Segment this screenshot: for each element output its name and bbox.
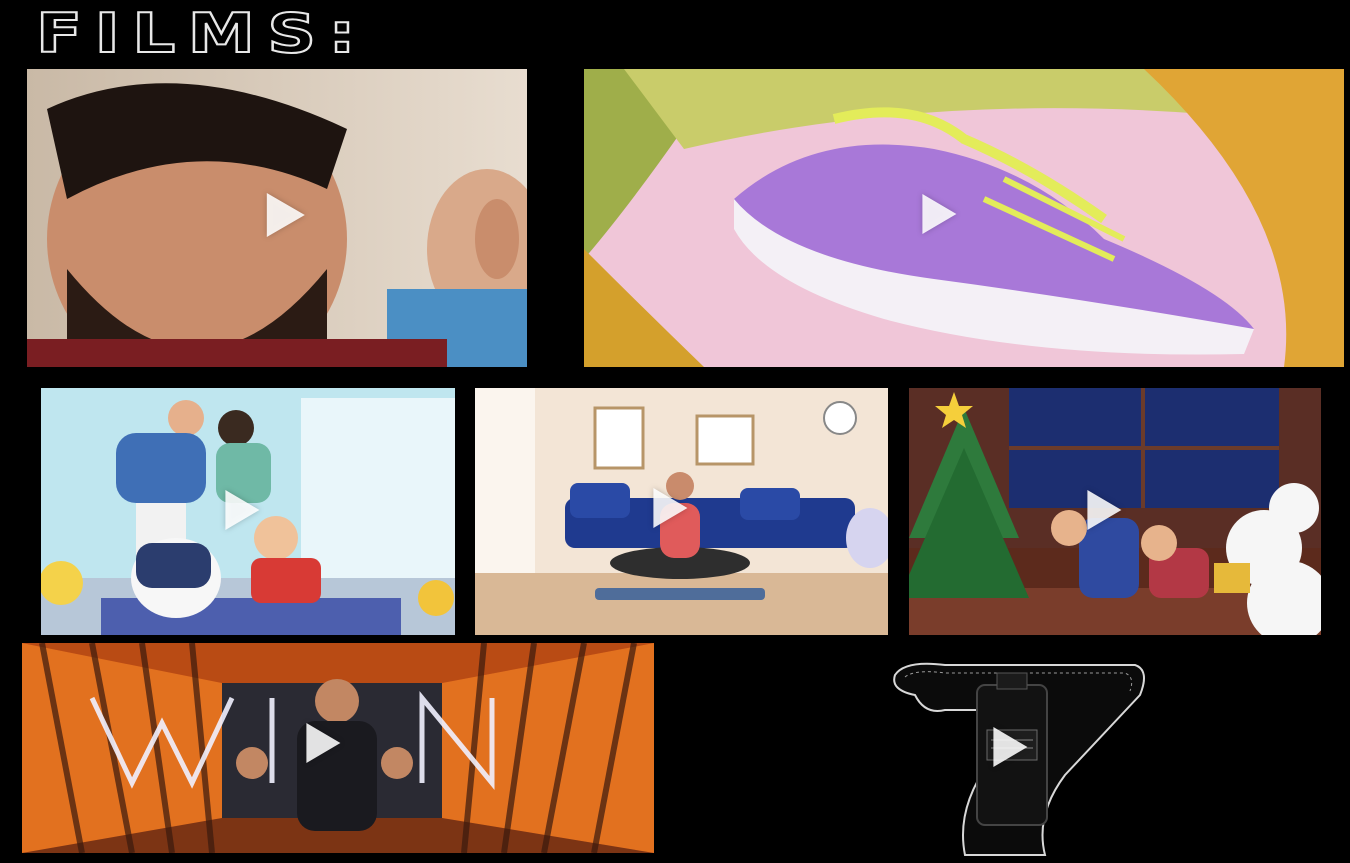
page-title: FILMS:	[35, 2, 369, 65]
play-icon[interactable]	[993, 727, 1028, 767]
play-icon[interactable]	[225, 490, 260, 530]
man-with-beard-thumbnail	[27, 69, 527, 367]
film-tile-7[interactable]	[885, 655, 1155, 860]
christmas-kids-snowman-thumbnail	[909, 388, 1321, 635]
film-tile-1[interactable]	[27, 69, 527, 367]
play-icon[interactable]	[306, 723, 341, 763]
film-tile-2[interactable]	[584, 69, 1344, 367]
play-icon[interactable]	[1087, 490, 1122, 530]
purple-sneaker-thumbnail	[584, 69, 1344, 367]
play-icon[interactable]	[266, 193, 305, 237]
play-icon[interactable]	[922, 194, 957, 234]
play-icon[interactable]	[653, 488, 688, 528]
film-tile-4[interactable]	[475, 388, 888, 635]
film-tile-3[interactable]	[41, 388, 455, 635]
film-tile-5[interactable]	[909, 388, 1321, 635]
film-tile-6[interactable]	[22, 643, 654, 853]
family-with-robot-thumbnail	[41, 388, 455, 635]
